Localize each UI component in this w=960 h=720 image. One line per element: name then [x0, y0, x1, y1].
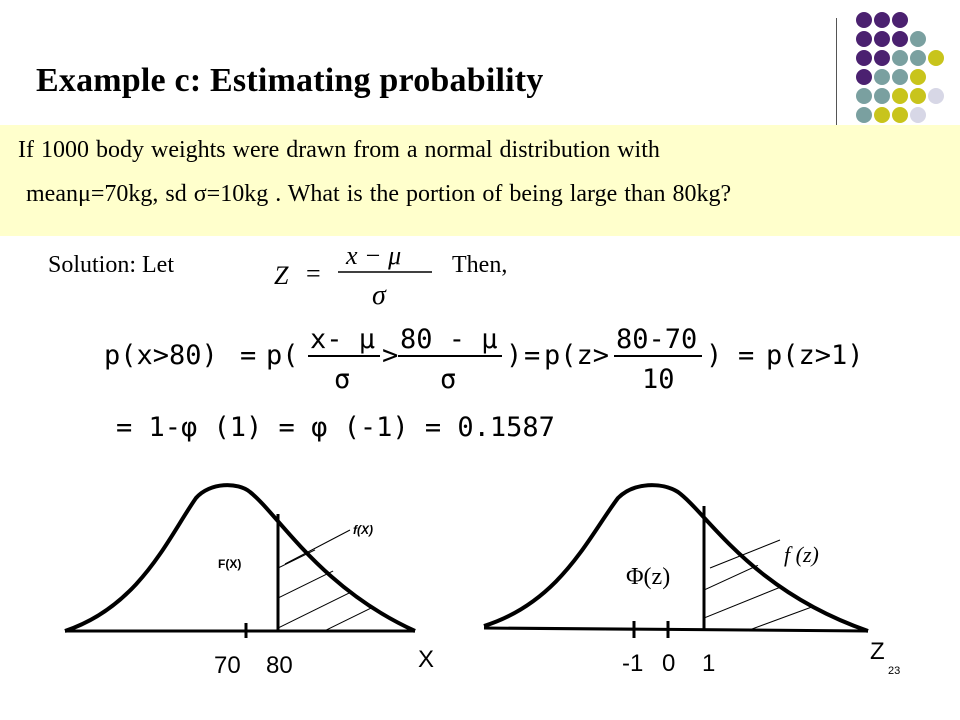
solution-label: Solution: Let [48, 252, 174, 278]
left-Fx-label: F(X) [218, 557, 241, 571]
right-fz-pointer [709, 539, 781, 569]
right-normal-curve: Φ(z) f (z) [483, 483, 869, 638]
left-hatch [278, 517, 415, 631]
decor-dot [856, 31, 872, 47]
decor-dot [892, 69, 908, 85]
left-fx-label: f(X) [353, 523, 373, 537]
then-label: Then, [452, 252, 508, 278]
problem-statement: If 1000 body weights were drawn from a n… [0, 125, 960, 236]
eq-p-z-gt-1: p(z>1) [766, 340, 864, 371]
left-fx-pointer [284, 529, 351, 565]
right-phi-label: Φ(z) [626, 564, 670, 590]
decor-dot [892, 50, 908, 66]
eq-frac3-num: 80-70 [616, 324, 697, 355]
left-bell-curve [64, 483, 416, 633]
z-lhs: Z [274, 261, 289, 290]
z-denominator: σ [372, 280, 387, 310]
decor-dot [892, 31, 908, 47]
eq-p-close-1: ) [506, 340, 522, 371]
right-tick-label-0: 0 [662, 650, 676, 677]
decor-dot [910, 107, 926, 123]
slide-title: Example c: Estimating probability [36, 62, 544, 99]
decor-dot [856, 88, 872, 104]
eq-p-open-1: p( [266, 340, 299, 371]
eq-equals-3: = [738, 340, 754, 371]
eq-equals-2: = [524, 340, 540, 371]
left-axis-label: X [418, 646, 435, 673]
eq-frac2-den: σ [440, 364, 456, 395]
decor-dot [856, 50, 872, 66]
right-axis-label: Z [870, 638, 885, 665]
decor-dot [910, 31, 926, 47]
eq-frac3-den: 10 [642, 364, 675, 395]
eq-frac1-num: x- μ [310, 324, 375, 355]
left-tick-label-70: 70 [214, 652, 241, 679]
eq-equals-1: = [240, 340, 256, 371]
z-numerator: x − μ [345, 241, 401, 270]
eq-p-open-2: p(z> [544, 340, 609, 371]
decor-dot [892, 12, 908, 28]
right-fz-label: f (z) [784, 542, 819, 567]
eq-frac1-den: σ [334, 364, 350, 395]
decor-dot [910, 69, 926, 85]
decor-dot [874, 107, 890, 123]
right-tick-label-1: 1 [702, 650, 716, 677]
decor-dot [928, 88, 944, 104]
eq-line-2: = 1-φ (1) = φ (-1) = 0.1587 [116, 412, 555, 443]
decor-dot [910, 50, 926, 66]
decor-dot [928, 50, 944, 66]
z-definition: Z = x − μ σ [274, 241, 432, 310]
decor-dot [874, 12, 890, 28]
z-equals: = [306, 259, 321, 288]
right-tick-label-neg1: -1 [622, 650, 644, 677]
dot-grid-decoration [846, 12, 956, 128]
page-number: 23 [888, 665, 901, 677]
decor-dot [874, 88, 890, 104]
probability-equation: p(x>80) = p( x- μ σ > 80 - μ σ ) = p(z> … [104, 324, 864, 443]
decor-dot [856, 107, 872, 123]
left-normal-curve: f(X) F(X) [64, 483, 416, 638]
right-hatch [704, 555, 859, 631]
decor-dot [874, 50, 890, 66]
decor-dot [856, 69, 872, 85]
problem-line-2: meanμ=70kg, sd σ=10kg . What is the port… [26, 181, 732, 207]
left-tick-label-80: 80 [266, 652, 293, 679]
decor-dot [892, 107, 908, 123]
decor-dot [874, 31, 890, 47]
decor-dot [874, 69, 890, 85]
right-baseline [483, 626, 869, 633]
eq-frac2-num: 80 - μ [400, 324, 498, 355]
problem-line-1: If 1000 body weights were drawn from a n… [18, 137, 660, 163]
decor-dot [892, 88, 908, 104]
eq-p-x-gt-80: p(x>80) [104, 340, 218, 371]
decor-dot [856, 12, 872, 28]
right-bell-curve [483, 483, 869, 633]
divider-line [836, 18, 837, 130]
eq-gt-1: > [382, 340, 398, 371]
decor-dot [910, 88, 926, 104]
eq-p-close-2: ) [706, 340, 722, 371]
